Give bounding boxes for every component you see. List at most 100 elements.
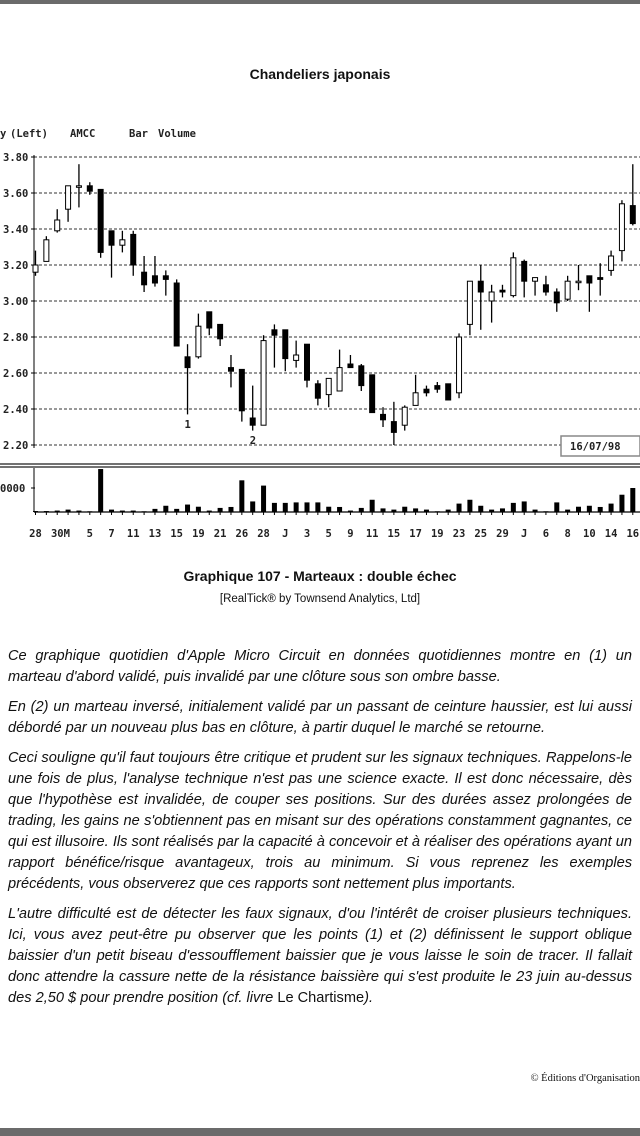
candle-bearish [434,385,441,390]
x-tick-label: 5 [326,528,332,540]
chart-header-label: y [0,128,7,140]
x-tick-label: 15 [388,528,401,540]
y-tick-label: 3.40 [3,224,28,236]
copyright: © Éditions d'Organisation [530,1073,640,1084]
volume-bar [119,510,125,512]
candle-bullish [401,406,408,426]
volume-bar [565,509,571,512]
x-tick-label: 14 [605,528,618,540]
x-tick-label: 6 [543,528,549,540]
volume-bar [163,505,169,512]
volume-bar [174,508,180,512]
volume-tick-label: 0000 [0,483,25,495]
volume-bar [489,509,495,512]
candle-bullish [456,336,463,394]
volume-bar [65,509,71,512]
candle-bearish [629,205,636,225]
volume-bar [239,480,245,512]
candle-bearish [390,421,397,433]
candle-bullish [260,340,267,426]
volume-bar [54,510,60,512]
annotation-label: 2 [250,435,256,447]
x-tick-label: 25 [474,528,487,540]
volume-bar [141,511,147,513]
figure-caption: Graphique 107 - Marteaux : double échec [183,568,457,584]
volume-bar [98,469,104,512]
x-tick-label: 7 [108,528,114,540]
candle-bearish [304,343,310,381]
figure-source: [RealTick® by Townsend Analytics, Ltd] [219,593,421,605]
candle-bullish [65,185,72,210]
volume-bar [315,502,321,512]
volume-bar [521,501,527,512]
candle-bearish [130,233,137,266]
volume-bar [402,506,408,512]
paragraph: Ce graphique quotidien d'Apple Micro Cir… [8,648,632,685]
x-tick-label: 3 [304,528,310,540]
chart-header-label: AMCC [70,128,95,140]
volume-bar [499,508,505,512]
chart-header-label: Bar [129,128,148,140]
candle-bearish [151,275,158,284]
date-label: 16/07/98 [570,441,621,453]
volume-bar [130,510,136,512]
volume-bar [478,505,484,512]
y-tick-label: 2.60 [3,368,28,380]
volume-bar [217,507,223,512]
x-tick-label: 30M [51,528,70,540]
volume-bar [445,509,451,512]
candle-bearish [206,311,213,329]
candle-bearish [445,383,452,401]
volume-bar [532,509,538,512]
body-text: Ce graphique quotidien d'Apple Micro Cir… [8,646,632,1018]
x-tick-label: 17 [409,528,422,540]
x-tick-label: 19 [431,528,444,540]
candle-bullish [336,367,343,392]
volume-bar [109,509,115,512]
volume-bar [250,501,256,512]
bottom-border [0,1128,640,1136]
candle-bearish [238,368,245,412]
volume-bar [358,507,364,512]
volume-bar [467,499,473,512]
x-tick-label: 21 [214,528,227,540]
candle-bearish [314,383,321,399]
date-box [560,435,640,457]
volume-bar [228,506,234,512]
paragraph: L'autre difficulté est de détecter les f… [8,904,632,1009]
candle-bearish [499,289,506,293]
x-tick-label: 28 [257,528,270,540]
candle-bearish [173,282,180,347]
volume-bar [586,505,592,512]
candle-bearish [423,388,430,394]
volume-bar [33,511,38,513]
volume-bar [608,503,614,512]
candle-bearish [358,365,365,387]
candle-bearish [586,275,593,284]
book-title: Le Chartisme [277,990,365,1006]
volume-bar [391,509,397,512]
paragraph: Ceci souligne qu'il faut toujours être c… [8,750,632,892]
y-tick-label: 3.00 [3,296,28,308]
candle-bullish [75,185,82,188]
candle-bearish [521,260,528,282]
volume-bar [619,494,625,512]
candle-bullish [618,203,625,252]
candle-bullish [466,280,473,325]
candle-bullish [293,354,300,361]
volume-bar [185,504,191,512]
candle-bullish [195,325,202,358]
volume-bar [76,510,82,512]
candle-bullish [43,239,50,262]
volume-bar [271,502,277,512]
x-tick-label: 13 [149,528,162,540]
candle-bullish [608,255,615,271]
candle-bearish [141,271,148,286]
chart-header-label: (Left) [10,128,48,140]
page-title: Chandeliers japonais [249,66,391,82]
candle-bullish [488,291,495,302]
x-tick-label: J [282,528,288,540]
x-tick-label: 26 [236,528,249,540]
volume-bar [380,508,386,512]
candle-bullish [325,377,332,396]
